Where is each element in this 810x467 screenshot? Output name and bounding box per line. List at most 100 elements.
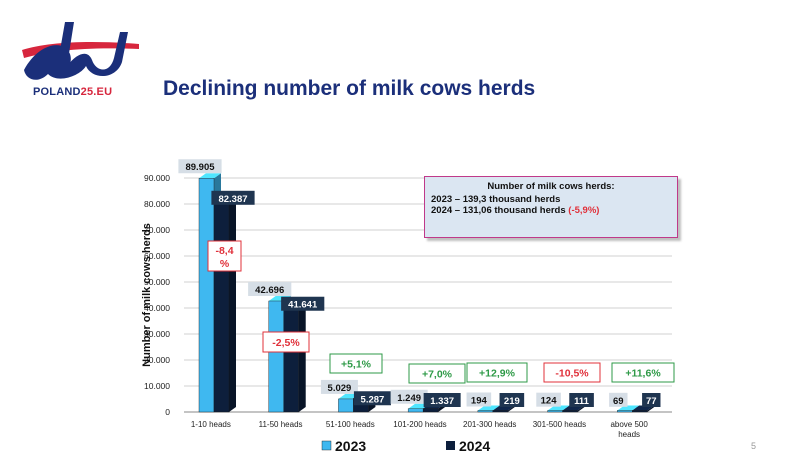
page-number: 5: [751, 441, 757, 451]
data-label-2024: 77: [646, 396, 657, 407]
data-label-2023: 1.249: [397, 393, 421, 404]
x-category-label: 1-10 heads: [191, 420, 231, 429]
info-box-change: (-5,9%): [568, 205, 600, 216]
data-label-2024-bg: [499, 393, 525, 407]
bar-2024: [283, 303, 299, 413]
logo-blue-swoosh: [24, 22, 128, 80]
bar-2024-side: [577, 405, 585, 412]
data-label-2023-bg: [390, 389, 428, 404]
y-tick-label: 90.000: [144, 173, 170, 183]
logo-text-accent: 25.EU: [80, 86, 113, 98]
data-label-2023-bg: [609, 392, 628, 407]
data-label-2024-bg: [353, 391, 391, 406]
y-tick-label: 70.000: [144, 225, 170, 235]
y-tick-label: 50.000: [144, 277, 170, 287]
info-box-line-2024-text: 2024 – 131,06 thousand herds: [431, 205, 569, 216]
data-label-2024: 41.641: [288, 300, 318, 311]
y-tick-label: 30.000: [144, 329, 170, 339]
change-callout-label: +12,9%: [479, 368, 516, 380]
change-callout-percent: %: [220, 258, 230, 270]
bar-2024: [632, 410, 648, 413]
y-tick-label: 80.000: [144, 199, 170, 209]
data-label-2024: 1.337: [430, 396, 454, 407]
bar-2023: [268, 300, 284, 413]
bar-2024: [422, 408, 439, 413]
x-category-label: 201-300 heads: [463, 420, 516, 429]
logo-text: POLAND25.EU: [33, 86, 112, 98]
data-label-2024: 111: [574, 396, 590, 407]
change-callout-label: +5,1%: [341, 359, 372, 371]
change-callout-box: [207, 240, 242, 272]
bar-2023: [198, 178, 215, 413]
bar-2024-side: [507, 405, 515, 412]
x-category-label: above 500: [610, 420, 648, 429]
data-label-2024-bg: [211, 190, 255, 205]
bar-2023-top: [547, 405, 570, 411]
legend-label-2024: 2024: [459, 438, 490, 454]
change-callout-box: [408, 363, 466, 384]
change-callout-box: [466, 362, 528, 383]
bar-2023-top: [477, 405, 500, 411]
data-label-2023-bg: [320, 379, 358, 394]
page-title: Declining number of milk cows herds: [163, 77, 536, 100]
data-label-2023: 194: [471, 395, 488, 406]
change-callout-label: -8,4: [215, 245, 233, 257]
data-label-2023-bg: [536, 392, 561, 407]
info-box-line-2023: 2023 – 139,3 thousand herds: [431, 194, 561, 205]
y-tick-label: 40.000: [144, 303, 170, 313]
data-label-2024-bg: [642, 393, 661, 407]
data-label-2024-bg: [423, 393, 461, 407]
bar-2023: [547, 410, 563, 413]
change-callout-box: [329, 353, 383, 374]
change-callout-label: -10,5%: [555, 368, 589, 380]
data-label-2024: 82.387: [218, 194, 247, 205]
change-callout-box: [262, 331, 310, 353]
data-label-2024: 5.287: [361, 394, 385, 405]
bar-2024-side: [298, 298, 306, 412]
change-callout-box: [611, 362, 675, 383]
legend-swatch-2024: [446, 441, 455, 450]
data-label-2024: 219: [504, 396, 520, 407]
change-callout-label: +7,0%: [422, 369, 453, 381]
data-label-2023: 5.029: [328, 383, 352, 394]
bar-2023: [477, 410, 494, 413]
legend-swatch-2023: [321, 440, 332, 451]
herds-info-box: Number of milk cows herds: 2023 – 139,3 …: [424, 176, 678, 238]
data-label-2023-bg: [466, 392, 492, 407]
data-label-2023: 69: [613, 396, 624, 407]
x-category-label: 101-200 heads: [393, 420, 446, 429]
info-box-title: Number of milk cows herds:: [487, 181, 615, 192]
data-label-2023-bg: [248, 281, 292, 296]
x-category-label: heads: [618, 430, 640, 439]
change-callout-label: -2,5%: [272, 337, 300, 349]
data-label-2024-bg: [281, 296, 325, 311]
bar-2023: [338, 398, 354, 413]
bar-2024-side: [229, 192, 236, 412]
legend-label-2023: 2023: [335, 438, 366, 454]
data-label-2024-bg: [569, 393, 594, 407]
x-category-label: 11-50 heads: [259, 420, 303, 429]
y-tick-label: 0: [165, 407, 170, 417]
x-category-label: 301-500 heads: [533, 420, 586, 429]
bar-2024-side: [647, 405, 655, 412]
change-callout-label: +11,6%: [625, 368, 661, 380]
bar-2024: [213, 197, 230, 413]
bar-2023: [617, 410, 633, 413]
x-category-label: 51-100 heads: [326, 420, 375, 429]
data-label-2023: 89.905: [185, 162, 215, 173]
y-tick-label: 10.000: [144, 381, 170, 391]
bar-2024: [562, 410, 578, 413]
bar-2023-top: [199, 173, 221, 179]
y-tick-label: 60.000: [144, 251, 170, 261]
y-axis-title: Number of milk cows herds: [141, 223, 153, 367]
data-label-2023: 124: [541, 396, 558, 407]
bar-2023: [407, 408, 424, 413]
change-callout-box: [543, 362, 601, 383]
data-label-2023-bg: [178, 159, 222, 174]
poland25-logo: [22, 22, 139, 80]
data-label-2023: 42.696: [255, 285, 284, 296]
bar-2024: [492, 410, 509, 413]
logo-text-main: POLAND: [33, 86, 81, 98]
y-tick-label: 20.000: [144, 355, 170, 365]
